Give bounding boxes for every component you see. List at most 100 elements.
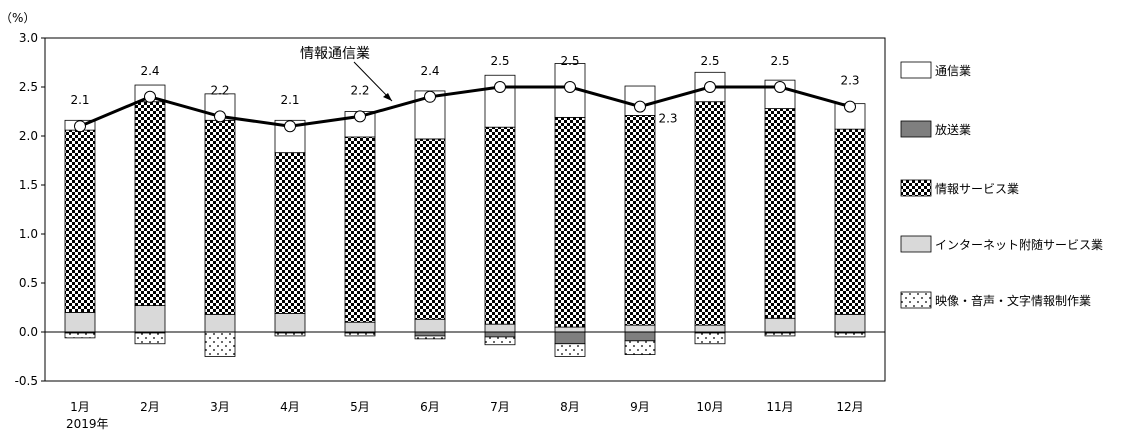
- data-label: 2.5: [490, 54, 509, 68]
- bar-broadcast: [484, 331, 516, 338]
- bar-media: [834, 332, 866, 338]
- legend-swatch-internet: [900, 235, 932, 253]
- legend-swatch-broadcast: [900, 120, 932, 138]
- bar-internet: [554, 326, 586, 333]
- x-tick-label: 2月: [140, 400, 160, 414]
- bars: [64, 63, 866, 357]
- data-label: 2.3: [840, 74, 859, 88]
- bar-media: [484, 336, 516, 346]
- total-line-point: [74, 120, 86, 133]
- bar-media: [414, 335, 446, 340]
- x-tick-label: 3月: [210, 400, 230, 414]
- bar-info: [204, 119, 236, 315]
- data-label: 2.2: [350, 83, 369, 97]
- y-tick-label: 3.0: [19, 31, 38, 45]
- total-line-point: [844, 100, 856, 113]
- total-line-point: [564, 81, 576, 93]
- y-tick-label: 0.5: [19, 276, 38, 290]
- x-tick-label: 11月: [766, 400, 793, 414]
- bar-info: [624, 115, 656, 326]
- legend-label: インターネット附随サービス業: [935, 237, 1103, 252]
- total-line-path: [79, 85, 851, 128]
- bar-internet: [64, 311, 96, 333]
- bar-internet: [694, 324, 726, 333]
- data-label: 2.1: [280, 93, 299, 107]
- bar-media: [694, 332, 726, 345]
- x-tick-label: 6月: [420, 400, 440, 414]
- x-tick-label: 12月: [836, 400, 863, 414]
- total-line: 2.1 2.4 2.2 2.1 2.2 2.4 2.5 2.5 2.3 2.5 2.5 2.3: [70, 54, 860, 133]
- bar-info: [694, 101, 726, 326]
- total-line-point: [284, 120, 296, 133]
- bar-internet: [764, 317, 796, 333]
- x-tick-label: 5月: [350, 400, 370, 414]
- bar-media: [204, 331, 236, 357]
- legend-label: 映像・音声・文字情報制作業: [935, 293, 1091, 308]
- year-label: 2019年: [66, 417, 109, 431]
- total-line-point: [424, 90, 436, 103]
- y-tick-label: 1.0: [19, 227, 38, 241]
- bar-media: [344, 332, 376, 337]
- total-line-point: [634, 100, 646, 113]
- x-tick-label: 10月: [696, 400, 723, 414]
- y-tick-label: 0.0: [19, 325, 38, 339]
- bar-internet: [624, 324, 656, 333]
- plot-frame: [44, 37, 886, 382]
- data-label: 2.5: [700, 54, 719, 68]
- bar-media: [64, 332, 96, 339]
- bar-info: [274, 152, 306, 314]
- y-tick-label: 2.5: [19, 80, 38, 94]
- total-line-point: [214, 110, 226, 123]
- unit-label: （%）: [0, 11, 35, 25]
- bar-media: [134, 332, 166, 345]
- legend-swatch-media: [900, 291, 932, 309]
- bar-broadcast: [554, 331, 586, 345]
- bar-internet: [414, 318, 446, 333]
- data-label: 2.5: [560, 54, 579, 68]
- total-line-point: [144, 90, 156, 103]
- x-tick-label: 7月: [490, 400, 510, 414]
- line-annotation: 情報通信業: [300, 46, 370, 62]
- data-label: 2.5: [770, 54, 789, 68]
- bar-internet: [204, 313, 236, 333]
- bar-info: [344, 136, 376, 323]
- legend-swatch-info: [900, 179, 932, 197]
- bar-media: [554, 343, 586, 357]
- bar-media: [274, 332, 306, 337]
- legend-label: 放送業: [935, 122, 971, 137]
- bar-info: [484, 126, 516, 325]
- data-label: 2.1: [70, 93, 89, 107]
- y-tick-label: 2.0: [19, 129, 38, 143]
- x-tick-label: 9月: [630, 400, 650, 414]
- data-label: 2.4: [140, 64, 159, 78]
- y-axis: 3.0 2.5 2.0 1.5 1.0 0.5 0.0 -0.5: [15, 31, 45, 388]
- bar-media: [764, 332, 796, 337]
- line-annotation-arrow: [353, 61, 393, 102]
- x-tick-label: 8月: [560, 400, 580, 414]
- bar-info: [134, 101, 166, 306]
- data-label: 2.2: [210, 83, 229, 97]
- bar-media: [624, 340, 656, 355]
- bar-info: [64, 129, 96, 313]
- x-axis: 1月 2月 3月 4月 5月 6月 7月 8月 9月 10月 11月 12月: [70, 400, 863, 414]
- bar-broadcast: [414, 331, 446, 337]
- total-line-point: [354, 110, 366, 123]
- bar-info: [554, 116, 586, 328]
- x-tick-label: 4月: [280, 400, 300, 414]
- bar-internet: [274, 312, 306, 333]
- y-tick-label: -0.5: [15, 374, 38, 388]
- bar-info: [764, 108, 796, 319]
- bar-internet: [484, 323, 516, 333]
- bar-broadcast: [624, 331, 656, 342]
- data-label: 2.4: [420, 64, 439, 78]
- line-annotation-arrowhead: [383, 93, 392, 101]
- total-line-point: [774, 81, 786, 93]
- legend-label: 情報サービス業: [935, 182, 1019, 196]
- bar-internet: [834, 313, 866, 333]
- bar-internet: [344, 321, 376, 333]
- data-label: 2.3: [658, 112, 677, 126]
- x-tick-label: 1月: [70, 400, 90, 414]
- total-line-point: [494, 81, 506, 93]
